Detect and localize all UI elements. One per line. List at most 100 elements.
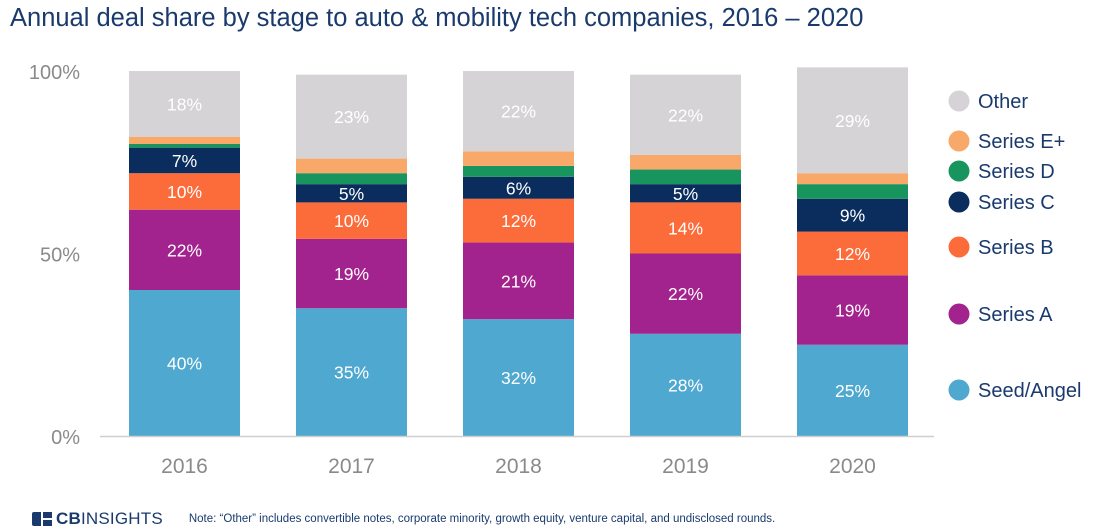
legend-item: Series E+ <box>948 130 1065 153</box>
bar-segment-series-d <box>630 169 741 185</box>
data-label: 18% <box>167 94 202 114</box>
data-label: 9% <box>840 206 865 226</box>
bar-segment-series-d <box>296 173 407 185</box>
y-tick-label: 0% <box>51 427 80 449</box>
cb-insights-logo-icon <box>32 512 52 526</box>
data-label: 22% <box>668 284 703 304</box>
bar-segment-seed-angel <box>296 308 407 436</box>
legend-label: Seed/Angel <box>978 380 1081 402</box>
bar-segment-seed-angel <box>129 290 240 436</box>
legend-item: Series D <box>948 160 1055 183</box>
data-label: 7% <box>172 151 197 171</box>
legend-label: Series E+ <box>978 131 1065 153</box>
bar-segment-series-c <box>463 176 574 199</box>
bar-segment-series-c <box>296 184 407 203</box>
bar-group-2019: 28% 22% 14% 5% 22% <box>630 74 741 436</box>
bar-segment-series-b <box>630 202 741 254</box>
bar-segment-series-a <box>630 253 741 334</box>
data-label: 12% <box>501 211 536 231</box>
bar-segment-other <box>797 67 908 174</box>
data-label: 5% <box>673 184 698 204</box>
data-label: 22% <box>668 105 703 125</box>
data-label: 32% <box>501 368 536 388</box>
bar-segment-series-e- <box>463 151 574 166</box>
data-label: 6% <box>506 178 531 198</box>
data-label: 29% <box>835 111 870 131</box>
data-label: 10% <box>167 182 202 202</box>
bar-segment-series-e- <box>797 173 908 185</box>
cb-insights-logo: CBINSIGHTS <box>32 509 163 529</box>
legend-swatch <box>948 160 970 182</box>
bar-segment-series-e- <box>296 158 407 174</box>
legend-item: Series A <box>948 303 1053 326</box>
legend-item: Other <box>948 90 1028 113</box>
bars: 40% 22% 10% 7% 18% 35% 19% 10% 5% 23% 32% 21% 12% 6% 2… <box>129 67 908 436</box>
bar-segment-other <box>129 71 240 137</box>
legend-swatch <box>948 303 970 325</box>
legend-swatch <box>948 236 970 258</box>
legend-label: Series D <box>978 161 1055 183</box>
legend-label: Series A <box>978 304 1053 326</box>
data-label: 23% <box>334 107 369 127</box>
bar-segment-series-b <box>296 202 407 239</box>
bar-segment-series-a <box>129 209 240 290</box>
y-tick-label: 50% <box>40 245 80 267</box>
legend-swatch <box>948 130 970 152</box>
bar-segment-series-b <box>797 231 908 276</box>
data-label: 40% <box>167 354 202 374</box>
x-tick-label: 2020 <box>829 455 876 478</box>
bar-segment-series-e- <box>129 136 240 144</box>
bar-segment-series-c <box>630 184 741 203</box>
data-label: 22% <box>501 102 536 122</box>
y-tick-label: 100% <box>29 62 80 84</box>
bar-segment-other <box>296 74 407 159</box>
legend-item: Series C <box>948 191 1055 214</box>
data-label: 10% <box>334 211 369 231</box>
bar-segment-series-d <box>463 165 574 177</box>
bar-segment-series-a <box>296 238 407 309</box>
x-tick-label: 2018 <box>495 455 542 478</box>
bar-segment-other <box>630 74 741 155</box>
x-tick-label: 2019 <box>662 455 709 478</box>
data-label: 19% <box>334 264 369 284</box>
data-label: 28% <box>668 375 703 395</box>
data-label: 21% <box>501 271 536 291</box>
bar-segment-seed-angel <box>463 319 574 436</box>
bar-group-2020: 25% 19% 12% 9% 29% <box>797 67 908 436</box>
y-axis: 0% 50% 100% <box>29 62 80 449</box>
legend-label: Series C <box>978 192 1055 214</box>
footer: CBINSIGHTS Note: “Other” includes conver… <box>32 508 775 530</box>
bar-segment-series-c <box>129 147 240 174</box>
bar-group-2018: 32% 21% 12% 6% 22% <box>463 71 574 436</box>
bar-group-2016: 40% 22% 10% 7% 18% <box>129 71 240 436</box>
legend-label: Series B <box>978 237 1054 259</box>
legend-swatch <box>948 191 970 213</box>
x-tick-label: 2017 <box>328 455 375 478</box>
data-label: 35% <box>334 363 369 383</box>
data-label: 19% <box>835 301 870 321</box>
legend-item: Series B <box>948 236 1054 259</box>
logo-text: CBINSIGHTS <box>56 509 163 528</box>
data-label: 5% <box>339 184 364 204</box>
data-label: 14% <box>668 218 703 238</box>
bar-segment-series-c <box>797 198 908 232</box>
data-label: 25% <box>835 381 870 401</box>
bar-segment-series-b <box>129 173 240 210</box>
bar-segment-series-e- <box>630 154 741 170</box>
data-label: 12% <box>835 244 870 264</box>
x-axis-labels: 2016 2017 2018 2019 2020 <box>161 455 876 478</box>
data-label: 22% <box>167 240 202 260</box>
legend-item: Seed/Angel <box>948 379 1081 402</box>
bar-segment-series-b <box>463 198 574 243</box>
bar-group-2017: 35% 19% 10% 5% 23% <box>296 74 407 436</box>
stacked-bar-chart: 0% 50% 100% 40% 22% 10% 7% 18% 35% 19% 10% 5% 23% 32… <box>29 62 1082 478</box>
bar-segment-seed-angel <box>797 344 908 436</box>
bar-segment-series-d <box>129 144 240 148</box>
legend-swatch <box>948 379 970 401</box>
bar-segment-seed-angel <box>630 333 741 436</box>
bar-segment-other <box>463 71 574 152</box>
chart-title: Annual deal share by stage to auto & mob… <box>10 4 864 32</box>
bar-segment-series-d <box>797 184 908 199</box>
legend-label: Other <box>978 91 1028 113</box>
x-tick-label: 2016 <box>161 455 208 478</box>
